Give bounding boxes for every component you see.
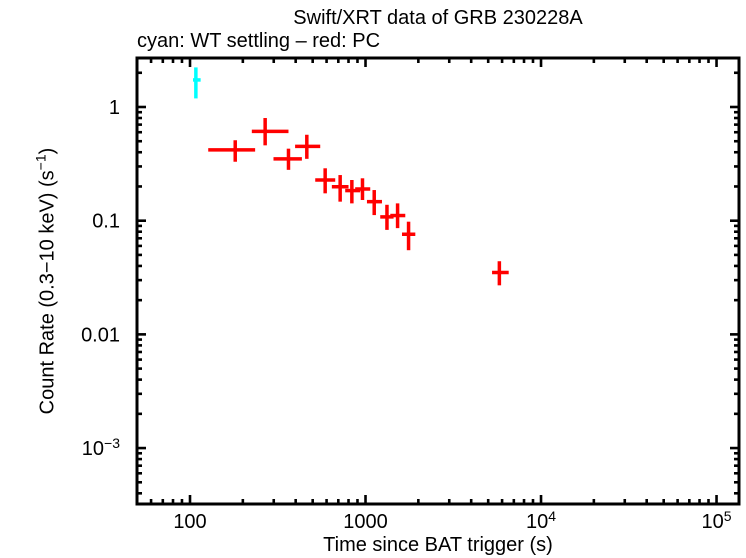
data-point-errorbar [295, 134, 321, 159]
data-point-errorbar [492, 261, 509, 286]
svg-text:105: 105 [702, 508, 732, 533]
data-point-errorbar [192, 67, 201, 99]
y-axis-ticks-right [730, 71, 739, 495]
data-point-errorbar [208, 140, 256, 162]
plot-frame [135, 56, 741, 506]
data-point-errorbar [345, 179, 361, 204]
data-point-errorbar [390, 203, 406, 229]
x-axis-ticks-top [149, 58, 718, 67]
svg-text:1: 1 [109, 97, 120, 119]
chart-title: Swift/XRT data of GRB 230228A [293, 7, 583, 29]
data-point-errorbar [251, 118, 289, 146]
data-point-errorbar [315, 168, 336, 194]
svg-text:0.1: 0.1 [92, 211, 120, 233]
svg-text:0.01: 0.01 [81, 324, 120, 346]
data-point-errorbar [380, 204, 394, 230]
data-point-errorbar [355, 178, 371, 201]
data-point-errorbar [331, 175, 349, 202]
x-axis-label: Time since BAT trigger (s) [323, 534, 553, 556]
y-axis-ticks-left [137, 71, 146, 495]
chart-subtitle: cyan: WT settling – red: PC [137, 30, 381, 52]
y-axis-tick-labels: 1 0.1 0.01 10−3 [81, 97, 120, 460]
svg-text:1000: 1000 [343, 511, 388, 533]
x-axis-ticks-bottom [149, 495, 718, 504]
data-point-errorbar [366, 190, 382, 216]
data-point-errorbar [273, 148, 302, 170]
svg-text:100: 100 [173, 511, 206, 533]
series-wt-settling [192, 67, 201, 99]
data-point-errorbar [402, 221, 416, 251]
x-axis-tick-labels: 100 1000 104 105 [173, 508, 731, 533]
series-pc [208, 118, 509, 286]
svg-text:10−3: 10−3 [82, 435, 120, 460]
svg-text:104: 104 [526, 508, 556, 533]
